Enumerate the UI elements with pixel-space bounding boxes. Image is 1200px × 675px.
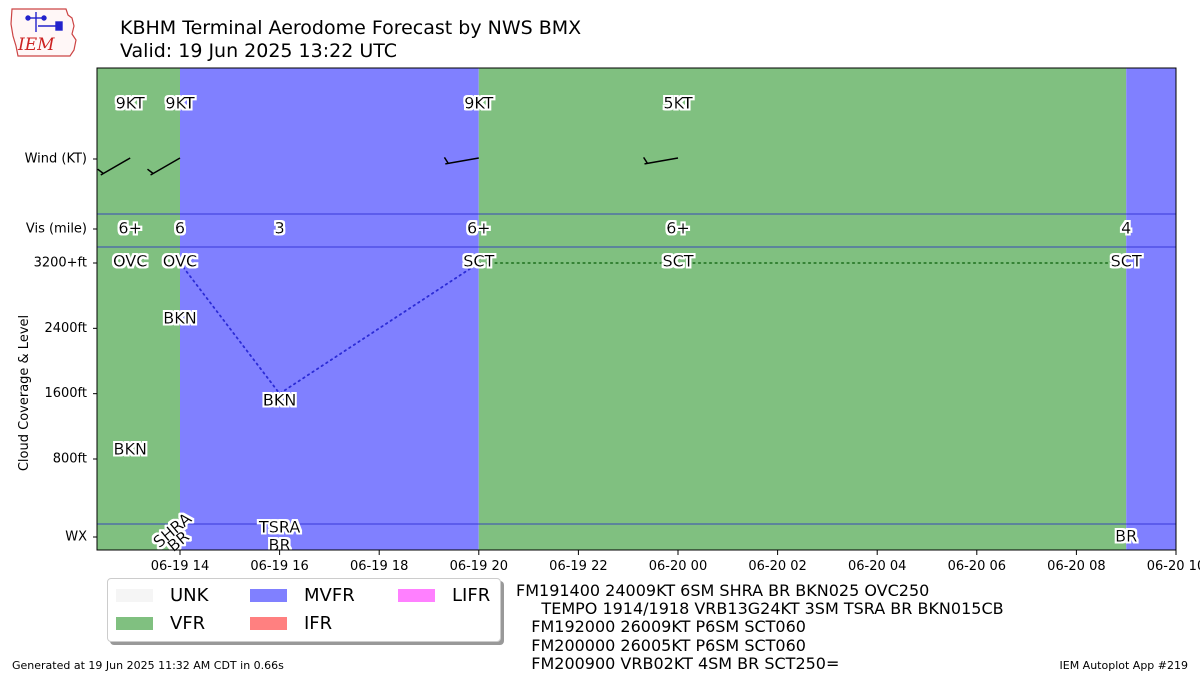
cloud-label: OVC [113,252,147,271]
category-span-vfr [478,68,1127,550]
y-tick-label-cloud: 2400ft [44,321,87,336]
taf-line: FM200000 26005KT P6SM SCT060 [516,635,806,655]
weather-station-icon [25,12,63,32]
legend-item-mvfr: MVFR [250,584,355,606]
flight-category-spans [97,68,1176,550]
wind-label: 5KT [663,94,692,113]
taf-chart: 9KT 9KT 9KT 5KT 6+ 6 3 6+ 6+ 4 OVC OVC BKN BKN BKN SCT S… [17,67,1200,574]
legend-swatch-mvfr [250,588,287,602]
taf-text: FM191400 24009KT 6SM SHRA BR BKN025 OVC2… [516,581,1004,673]
wind-barb [147,157,181,176]
cloud-level-lines [179,262,1128,395]
iem-logo: IEM [10,8,77,57]
legend-label: MVFR [304,584,355,606]
y-axis-label: Cloud Coverage & Level [17,315,32,471]
cloud-label: SCT [1111,252,1142,271]
x-tick-label: 06-19 22 [549,559,607,574]
legend-swatch-vfr [116,616,153,630]
x-tick-label: 06-20 10 [1147,559,1200,574]
legend-label: VFR [170,612,206,634]
x-tick-label: 06-19 18 [350,559,408,574]
generated-timestamp: Generated at 19 Jun 2025 11:32 AM CDT in… [12,659,284,672]
legend-item-unk: UNK [116,584,209,606]
taf-line: FM191400 24009KT 6SM SHRA BR BKN025 OVC2… [516,581,930,600]
category-span-mvfr [1126,68,1176,550]
x-axis: 06-19 14 06-19 16 06-19 18 06-19 20 06-19 22… [151,550,1200,574]
legend-item-ifr: IFR [250,612,333,634]
x-tick-label: 06-20 00 [649,559,707,574]
cloud-label: BKN [263,390,296,409]
x-tick-label: 06-20 08 [1047,559,1105,574]
category-span-vfr [97,68,180,550]
wind-label: 9KT [464,94,493,113]
wind-barb [642,156,679,165]
wx-label: TSRA [258,518,300,537]
y-tick-label-wind: Wind (KT) [25,152,87,167]
x-tick-label: 06-19 16 [250,559,308,574]
plot-frame [96,67,1177,551]
legend-item-lifr: LIFR [398,584,491,606]
legend-swatch-unk [116,588,153,602]
cloud-label: SCT [463,252,494,271]
y-axis: Wind (KT) Vis (mile) 3200+ft 2400ft 1600ft 80… [25,152,97,545]
cloud-label: SCT [662,252,693,271]
wind-label: 9KT [165,94,194,113]
x-tick-label: 06-20 04 [848,559,906,574]
wind-label: 9KT [116,94,145,113]
y-tick-label-cloud: 3200+ft [34,256,87,271]
cloud-level-line [179,262,480,395]
vis-label: 4 [1121,219,1131,238]
legend-swatch-ifr [250,616,287,630]
category-span-mvfr [180,68,479,550]
app-credit: IEM Autoplot App #219 [1059,659,1189,672]
taf-line: FM192000 26009KT P6SM SCT060 [516,617,806,637]
taf-line: TEMPO 1914/1918 VRB13G24KT 3SM TSRA BR B… [516,599,1004,619]
legend-label: UNK [170,584,209,606]
logo-text: IEM [17,35,55,55]
legend: UNK VFR MVFR IFR LIFR [107,578,501,642]
chart-subtitle: Valid: 19 Jun 2025 13:22 UTC [120,40,398,62]
taf-line: FM200900 VRB02KT 4SM BR SCT250= [516,653,840,673]
wind-barbs [97,156,679,176]
y-tick-label-cloud: 1600ft [44,386,87,401]
vis-label: 6+ [118,219,142,238]
legend-label: IFR [304,612,333,634]
wx-label: BR [1115,527,1137,546]
vis-label: 6+ [666,219,690,238]
chart-labels: 9KT 9KT 9KT 5KT 6+ 6 3 6+ 6+ 4 OVC OVC BKN BKN BKN SCT S… [113,94,1142,556]
chart-title: KBHM Terminal Aerodome Forecast by NWS B… [120,17,582,39]
vis-label: 6+ [467,219,491,238]
wind-barb [97,157,131,176]
x-tick-label: 06-20 06 [948,559,1006,574]
legend-swatch-lifr [398,588,435,602]
y-tick-label-wx: WX [65,530,87,545]
vis-label: 3 [275,219,285,238]
cloud-label: OVC [163,252,197,271]
y-tick-label-vis: Vis (mile) [26,222,87,237]
legend-label: LIFR [452,584,491,606]
wind-barb [443,156,479,165]
x-tick-label: 06-20 02 [748,559,806,574]
y-tick-label-cloud: 800ft [53,452,87,467]
cloud-label: BKN [113,439,146,458]
x-tick-label: 06-19 14 [151,559,209,574]
legend-item-vfr: VFR [116,612,206,634]
cloud-label: BKN [163,309,196,328]
vis-label: 6 [175,219,185,238]
x-tick-label: 06-19 20 [450,559,508,574]
